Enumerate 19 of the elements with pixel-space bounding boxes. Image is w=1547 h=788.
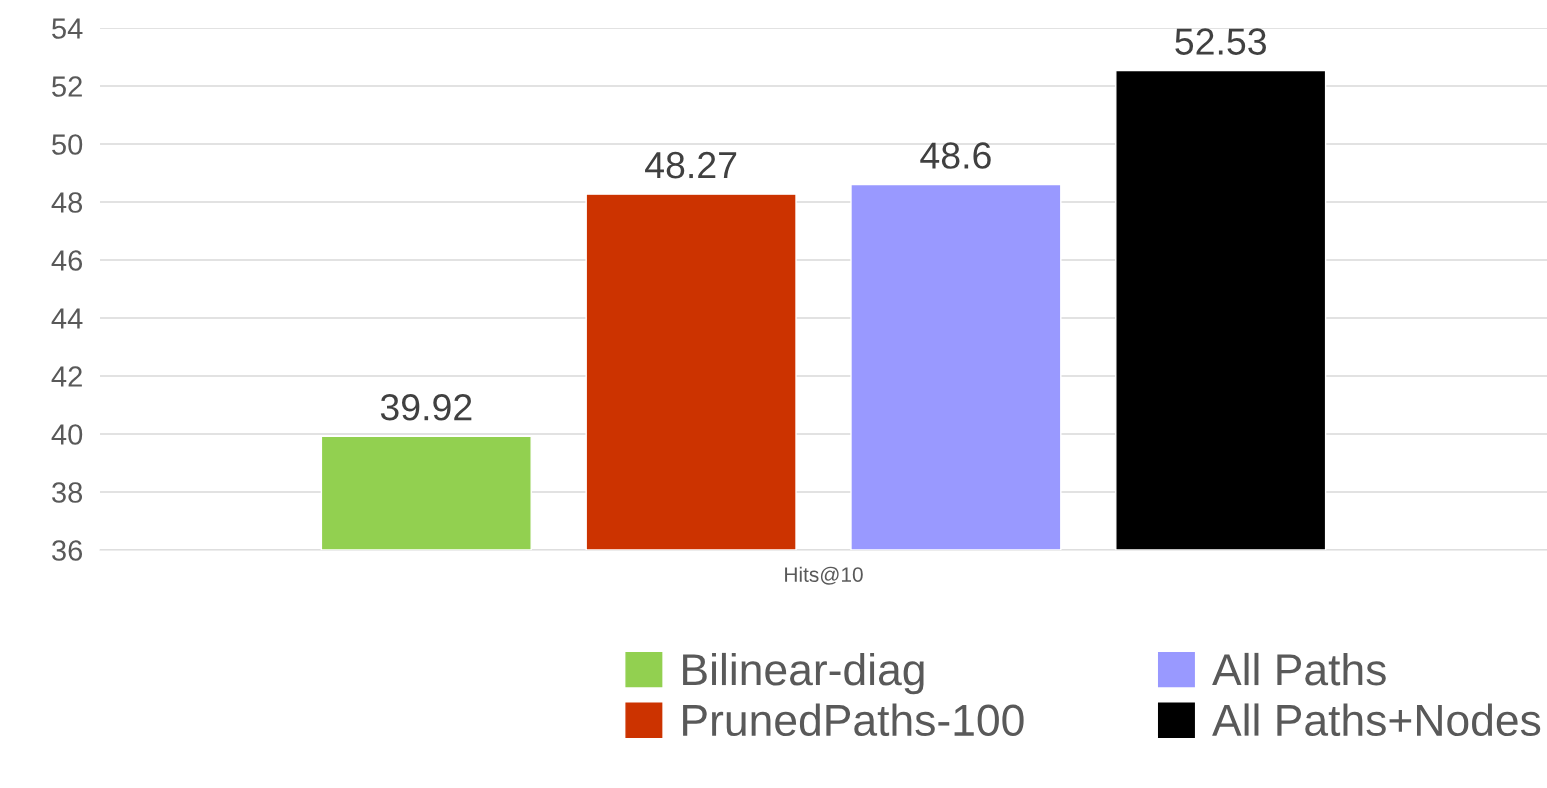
y-tick-label: 54: [52, 18, 83, 39]
y-tick-label: 52: [52, 76, 82, 97]
data-label: 48.27: [645, 151, 737, 179]
y-tick-label: 38: [52, 482, 83, 503]
data-label: 48.6: [920, 142, 991, 169]
legend-label: All Paths: [1212, 652, 1386, 686]
data-label: 52.53: [1175, 28, 1266, 55]
legend-label: All Paths+Nodes: [1212, 703, 1541, 737]
y-tick-label: 46: [51, 250, 83, 271]
data-label: 39.92: [380, 394, 472, 421]
y-tick-label: 36: [52, 540, 83, 561]
legend-label: PrunedPaths-100: [683, 703, 1024, 737]
legend-label: Bilinear-diag: [683, 652, 924, 695]
y-tick-label: 44: [51, 308, 83, 329]
y-tick-label: 50: [52, 134, 83, 155]
x-tick-label: Hits@10: [785, 566, 863, 585]
y-tick-label: 40: [51, 424, 83, 445]
y-tick-label: 48: [51, 192, 83, 213]
y-tick-label: 42: [51, 366, 82, 387]
